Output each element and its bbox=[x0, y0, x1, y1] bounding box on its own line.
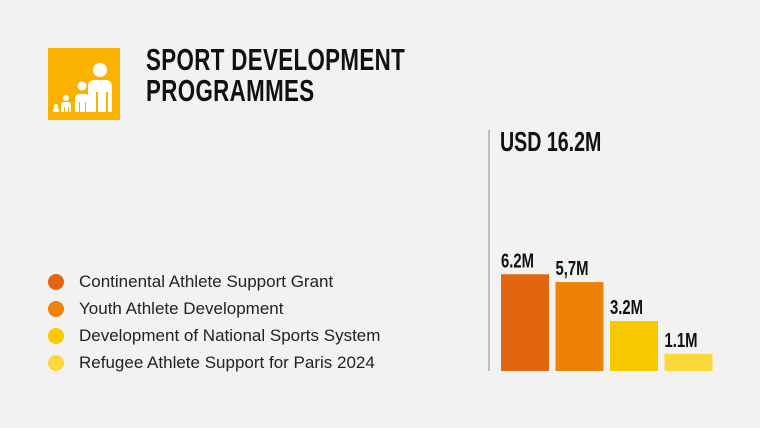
legend-label: Youth Athlete Development bbox=[79, 298, 284, 318]
legend-item: Development of National Sports System bbox=[48, 322, 380, 349]
bar-value-label: 1.1M bbox=[665, 330, 698, 352]
axis-line bbox=[488, 130, 490, 371]
title-line-2: PROGRAMMES bbox=[146, 73, 315, 108]
people-growth-icon bbox=[48, 48, 120, 120]
legend-item: Refugee Athlete Support for Paris 2024 bbox=[48, 349, 380, 376]
bar-value-label: 3.2M bbox=[610, 297, 643, 319]
legend-label: Refugee Athlete Support for Paris 2024 bbox=[79, 352, 375, 372]
legend-label: Continental Athlete Support Grant bbox=[79, 271, 334, 291]
bar bbox=[555, 282, 604, 371]
title-line-1: SPORT DEVELOPMENT bbox=[146, 42, 406, 77]
bar bbox=[501, 274, 549, 371]
legend-swatch bbox=[48, 273, 64, 290]
legend-swatch bbox=[48, 354, 64, 371]
bar bbox=[664, 353, 713, 371]
legend-label: Development of National Sports System bbox=[79, 325, 381, 345]
legend-item: Continental Athlete Support Grant bbox=[48, 268, 380, 295]
legend-item: Youth Athlete Development bbox=[48, 295, 380, 322]
legend-swatch bbox=[48, 327, 64, 344]
legend-swatch bbox=[48, 300, 64, 317]
bar bbox=[610, 321, 658, 371]
legend: Continental Athlete Support Grant Youth A… bbox=[48, 268, 380, 376]
total-label: USD 16.2M bbox=[500, 126, 602, 157]
page-title: SPORT DEVELOPMENT PROGRAMMES bbox=[146, 44, 405, 106]
bar-value-label: 6.2M bbox=[501, 250, 534, 272]
bar-value-label: 5,7M bbox=[556, 258, 589, 280]
